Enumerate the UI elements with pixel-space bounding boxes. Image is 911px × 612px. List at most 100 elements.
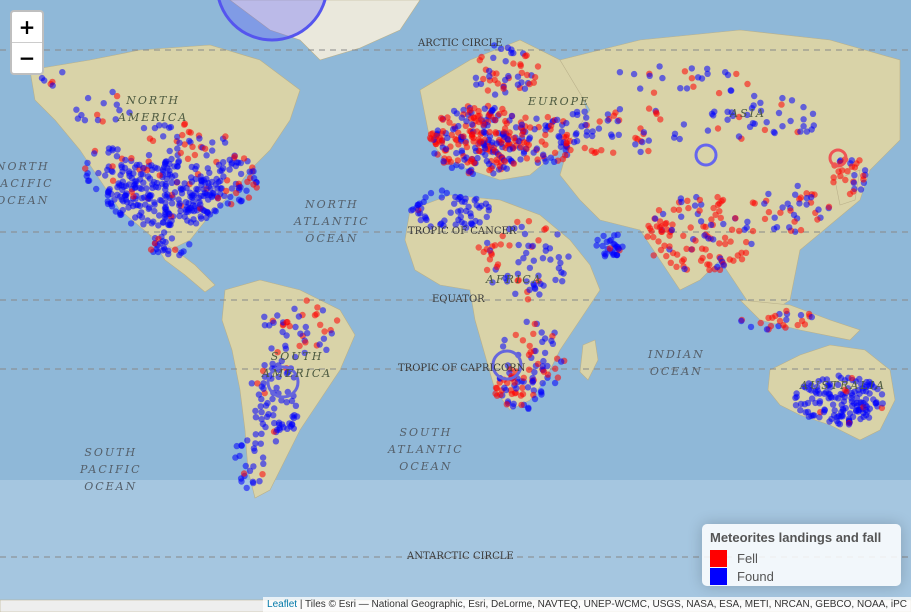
fell-marker[interactable] xyxy=(191,151,199,159)
found-marker[interactable] xyxy=(493,140,500,147)
found-marker[interactable] xyxy=(735,133,743,140)
fell-marker[interactable] xyxy=(522,114,529,121)
fell-marker[interactable] xyxy=(563,131,571,139)
found-marker[interactable] xyxy=(582,121,589,129)
found-marker[interactable] xyxy=(773,224,781,231)
found-marker[interactable] xyxy=(710,112,717,119)
fell-marker[interactable] xyxy=(184,155,192,162)
fell-marker[interactable] xyxy=(744,80,751,88)
found-marker[interactable] xyxy=(816,398,824,405)
fell-marker[interactable] xyxy=(612,109,619,116)
found-marker[interactable] xyxy=(521,230,529,238)
found-marker[interactable] xyxy=(177,207,184,215)
fell-marker[interactable] xyxy=(662,220,669,228)
fell-marker[interactable] xyxy=(233,189,240,197)
found-marker[interactable] xyxy=(200,192,207,200)
found-marker[interactable] xyxy=(514,73,522,80)
fell-marker[interactable] xyxy=(518,143,525,151)
found-marker[interactable] xyxy=(113,153,121,160)
fell-marker[interactable] xyxy=(738,256,746,263)
found-marker[interactable] xyxy=(879,400,886,407)
found-marker[interactable] xyxy=(463,154,470,161)
found-marker[interactable] xyxy=(757,99,764,107)
fell-marker[interactable] xyxy=(728,226,736,233)
found-marker[interactable] xyxy=(255,391,263,398)
found-marker[interactable] xyxy=(823,376,831,383)
fell-marker[interactable] xyxy=(542,131,549,139)
found-marker[interactable] xyxy=(677,85,684,92)
found-marker[interactable] xyxy=(84,159,91,167)
found-marker[interactable] xyxy=(453,149,460,157)
found-marker[interactable] xyxy=(118,196,126,203)
found-marker[interactable] xyxy=(431,150,438,157)
fell-marker[interactable] xyxy=(476,57,483,64)
fell-marker[interactable] xyxy=(240,155,248,162)
found-marker[interactable] xyxy=(257,403,264,410)
found-marker[interactable] xyxy=(517,156,524,163)
fell-marker[interactable] xyxy=(696,196,704,204)
found-marker[interactable] xyxy=(438,187,446,194)
found-marker[interactable] xyxy=(779,123,786,130)
found-marker[interactable] xyxy=(250,168,257,175)
found-marker[interactable] xyxy=(574,111,581,119)
found-marker[interactable] xyxy=(797,407,804,414)
fell-marker[interactable] xyxy=(690,83,697,90)
found-marker[interactable] xyxy=(803,128,811,135)
found-marker[interactable] xyxy=(720,220,727,228)
fell-marker[interactable] xyxy=(94,111,101,119)
found-marker[interactable] xyxy=(168,200,176,207)
found-marker[interactable] xyxy=(583,114,590,121)
found-marker[interactable] xyxy=(465,168,473,175)
found-marker[interactable] xyxy=(463,118,470,125)
found-marker[interactable] xyxy=(162,181,169,188)
found-marker[interactable] xyxy=(291,412,298,419)
found-marker[interactable] xyxy=(284,369,291,376)
fell-marker[interactable] xyxy=(738,249,745,256)
found-marker[interactable] xyxy=(126,109,133,116)
found-marker[interactable] xyxy=(209,139,216,146)
found-marker[interactable] xyxy=(680,121,688,128)
found-marker[interactable] xyxy=(274,426,281,433)
found-marker[interactable] xyxy=(646,72,653,80)
found-marker[interactable] xyxy=(555,133,562,140)
fell-marker[interactable] xyxy=(483,245,490,253)
fell-marker[interactable] xyxy=(581,144,588,152)
found-marker[interactable] xyxy=(165,250,172,258)
found-marker[interactable] xyxy=(176,200,183,207)
leaflet-link[interactable]: Leaflet xyxy=(267,599,298,610)
found-marker[interactable] xyxy=(258,430,265,437)
fell-marker[interactable] xyxy=(657,116,664,123)
fell-marker[interactable] xyxy=(717,214,724,222)
found-marker[interactable] xyxy=(232,162,240,170)
found-marker[interactable] xyxy=(455,122,462,130)
found-marker[interactable] xyxy=(835,372,842,379)
fell-marker[interactable] xyxy=(814,216,821,223)
found-marker[interactable] xyxy=(203,152,210,159)
found-marker[interactable] xyxy=(600,232,607,240)
found-marker[interactable] xyxy=(862,411,870,419)
fell-marker[interactable] xyxy=(109,163,116,170)
found-marker[interactable] xyxy=(533,145,541,152)
fell-marker[interactable] xyxy=(666,243,673,250)
found-marker[interactable] xyxy=(531,369,538,376)
fell-marker[interactable] xyxy=(520,374,527,381)
found-marker[interactable] xyxy=(179,185,186,193)
found-marker[interactable] xyxy=(862,406,869,413)
fell-marker[interactable] xyxy=(644,233,651,240)
found-marker[interactable] xyxy=(168,179,175,186)
found-marker[interactable] xyxy=(256,478,263,485)
fell-marker[interactable] xyxy=(797,226,805,234)
found-marker[interactable] xyxy=(268,345,275,352)
found-marker[interactable] xyxy=(151,207,158,215)
found-marker[interactable] xyxy=(174,163,181,170)
found-marker[interactable] xyxy=(302,323,309,331)
fell-marker[interactable] xyxy=(214,194,222,202)
found-marker[interactable] xyxy=(552,276,559,284)
found-marker[interactable] xyxy=(521,85,529,92)
fell-marker[interactable] xyxy=(149,137,157,144)
found-marker[interactable] xyxy=(316,341,323,348)
fell-marker[interactable] xyxy=(683,245,690,252)
found-marker[interactable] xyxy=(637,85,644,92)
found-marker[interactable] xyxy=(499,343,507,350)
fell-marker[interactable] xyxy=(706,252,713,260)
